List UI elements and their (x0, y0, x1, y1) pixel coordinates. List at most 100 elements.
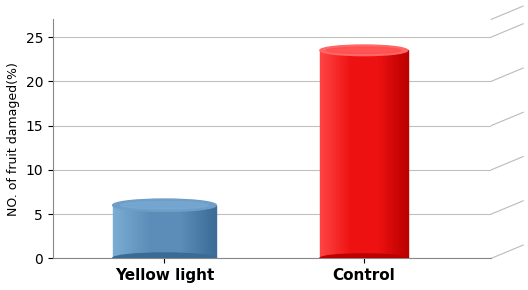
Bar (214, 205, 216, 258)
Bar (199, 205, 201, 258)
Bar (185, 205, 187, 258)
Bar (154, 205, 156, 258)
Bar (346, 50, 347, 258)
Bar (166, 205, 168, 258)
Bar (150, 205, 153, 258)
Bar (324, 50, 326, 258)
Bar (327, 50, 328, 258)
Bar (389, 50, 390, 258)
Bar (345, 50, 346, 258)
Bar (384, 50, 385, 258)
Bar (330, 50, 332, 258)
Bar (156, 205, 157, 258)
Bar (137, 205, 138, 258)
Ellipse shape (112, 253, 216, 264)
Bar (176, 205, 178, 258)
Bar (194, 205, 195, 258)
Bar (180, 205, 182, 258)
Bar (370, 50, 371, 258)
Bar (358, 50, 360, 258)
Bar (138, 205, 140, 258)
Ellipse shape (326, 47, 401, 54)
Bar (361, 50, 362, 258)
Bar (385, 50, 387, 258)
Bar (396, 50, 398, 258)
Bar (182, 205, 183, 258)
Bar (157, 205, 159, 258)
Bar (371, 50, 373, 258)
Bar (406, 50, 408, 258)
Bar (400, 50, 402, 258)
Bar (115, 205, 116, 258)
Bar (134, 205, 135, 258)
Bar (164, 205, 166, 258)
Bar (188, 205, 191, 258)
Bar (121, 205, 123, 258)
Bar (159, 205, 161, 258)
Bar (161, 205, 163, 258)
Bar (192, 205, 194, 258)
Bar (140, 205, 142, 258)
Bar (402, 50, 403, 258)
Bar (332, 50, 333, 258)
Bar (210, 205, 211, 258)
Bar (381, 50, 383, 258)
Bar (195, 205, 197, 258)
Bar (322, 50, 323, 258)
Bar (201, 205, 202, 258)
Bar (393, 50, 394, 258)
Bar (112, 205, 115, 258)
Bar (392, 50, 393, 258)
Bar (398, 50, 399, 258)
Bar (374, 50, 375, 258)
Bar (126, 205, 128, 258)
Bar (399, 50, 400, 258)
Bar (365, 50, 366, 258)
Bar (335, 50, 336, 258)
Y-axis label: NO. of fruit damaged(%): NO. of fruit damaged(%) (7, 62, 20, 216)
Bar (333, 50, 335, 258)
Bar (147, 205, 149, 258)
Bar (213, 205, 214, 258)
Bar (377, 50, 379, 258)
Bar (336, 50, 337, 258)
Bar (169, 205, 172, 258)
Bar (355, 50, 356, 258)
Bar (323, 50, 324, 258)
Bar (362, 50, 364, 258)
Bar (131, 205, 134, 258)
Bar (149, 205, 150, 258)
Bar (116, 205, 118, 258)
Bar (187, 205, 188, 258)
Ellipse shape (120, 202, 209, 209)
Bar (366, 50, 368, 258)
Bar (356, 50, 358, 258)
Bar (328, 50, 330, 258)
Bar (339, 50, 341, 258)
Bar (403, 50, 404, 258)
Bar (349, 50, 351, 258)
Bar (135, 205, 137, 258)
Bar (364, 50, 365, 258)
Bar (211, 205, 213, 258)
Bar (343, 50, 345, 258)
Bar (202, 205, 204, 258)
Bar (197, 205, 199, 258)
Ellipse shape (320, 45, 408, 56)
Bar (373, 50, 374, 258)
Bar (351, 50, 352, 258)
Bar (368, 50, 370, 258)
Bar (168, 205, 169, 258)
Bar (173, 205, 175, 258)
Bar (119, 205, 121, 258)
Bar (125, 205, 126, 258)
Bar (337, 50, 339, 258)
Bar (178, 205, 180, 258)
Bar (352, 50, 354, 258)
Bar (404, 50, 406, 258)
Bar (130, 205, 131, 258)
Bar (360, 50, 361, 258)
Bar (208, 205, 210, 258)
Bar (394, 50, 396, 258)
Bar (342, 50, 343, 258)
